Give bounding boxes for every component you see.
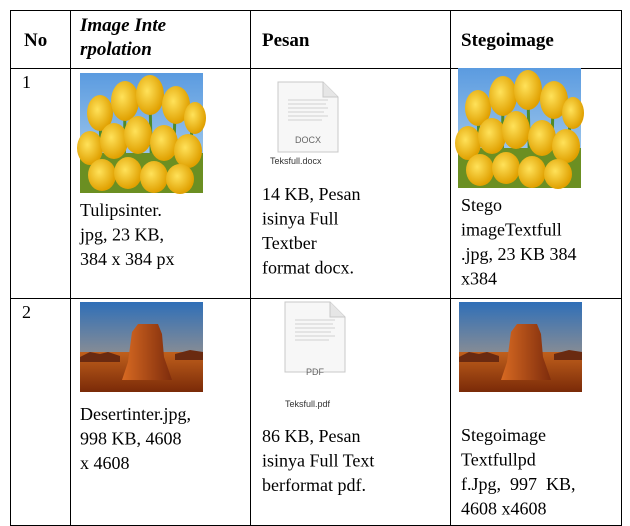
caption-line: 384 x 384 px <box>80 249 175 269</box>
file-label: PDF <box>306 367 325 377</box>
header-cell: Stegoimage <box>461 30 554 51</box>
file-icon <box>284 301 346 373</box>
caption-line: 998 KB, 4608 <box>80 429 182 449</box>
file-name: Teksfull.pdf <box>285 399 331 409</box>
caption-line: isinya Full <box>262 209 339 229</box>
caption-line: .jpg, 23 KB 384 <box>461 244 577 264</box>
image <box>453 66 586 191</box>
caption-line: x 4608 <box>80 453 130 473</box>
caption-line: 4608 x4608 <box>461 499 547 519</box>
header-cell: No <box>24 30 47 51</box>
caption-line: Textber <box>262 233 317 253</box>
image <box>80 302 203 392</box>
caption-line: Desertinter.jpg, <box>80 404 191 424</box>
caption-line: Stegoimage <box>461 425 546 445</box>
caption-line: Tulipsinter. <box>80 200 162 220</box>
row-number: 2 <box>22 302 31 322</box>
header-cell: Image Inte <box>79 15 167 36</box>
caption-line: Stego <box>461 195 502 215</box>
caption-line: 86 KB, Pesan <box>262 426 361 446</box>
caption-line: f.Jpg, 997 KB, <box>461 474 576 494</box>
caption-line: isinya Full Text <box>262 451 374 471</box>
caption-line: Textfullpd <box>461 450 536 470</box>
row-number: 1 <box>22 72 31 92</box>
caption-line: imageTextfull <box>461 220 562 240</box>
file-label: DOCX <box>295 135 321 145</box>
caption-line: x384 <box>461 269 497 289</box>
caption-line: jpg, 23 KB, <box>79 225 164 245</box>
caption-line: berformat pdf. <box>262 475 366 495</box>
image <box>75 71 208 196</box>
caption-line: format docx. <box>262 258 354 278</box>
file-name: Teksfull.docx <box>270 156 322 166</box>
header-cell: rpolation <box>80 39 152 60</box>
header-cell: Pesan <box>262 30 310 51</box>
image <box>459 302 582 392</box>
caption-line: 14 KB, Pesan <box>262 184 361 204</box>
